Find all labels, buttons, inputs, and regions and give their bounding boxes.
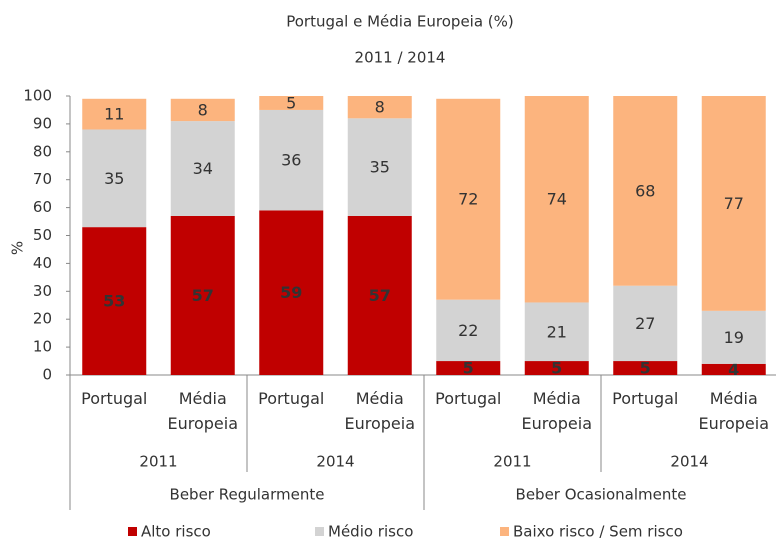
data-label: 53 [103,292,125,311]
legend-label: Médio risco [328,523,413,539]
bar-segment [170,215,235,375]
data-label: 34 [193,159,213,178]
legend-label: Alto risco [141,523,211,539]
data-label: 5 [463,359,474,378]
legend-swatch [500,527,509,536]
group-label: Beber Ocasionalmente [516,486,687,504]
bar-segment [82,129,147,228]
x-tick-label: Média Europeia [698,389,769,433]
data-label: 5 [551,359,562,378]
x-tick-label: Média Europeia [521,389,592,433]
data-label: 68 [635,181,655,200]
bar-segment [524,302,589,362]
bar-segment [347,96,412,119]
data-label: 35 [370,158,390,177]
y-tick-label: 10 [33,338,52,356]
year-label: 2011 [493,453,531,471]
y-tick-label: 40 [33,254,52,272]
bar-segment [170,121,235,216]
legend-swatch [128,527,137,536]
data-label: 57 [192,286,214,305]
bar-segment [701,363,766,375]
bar-segment [259,96,324,110]
y-axis-label: % [9,241,27,255]
bar-segment [170,98,235,122]
data-label: 35 [104,169,124,188]
bar-segment [701,96,766,311]
data-label: 59 [280,283,302,302]
y-tick-label: 100 [23,87,52,105]
y-tick-label: 60 [33,198,52,216]
bar-segment [436,361,501,375]
bar-segment [524,361,589,375]
y-tick-label: 30 [33,282,52,300]
data-label: 8 [198,100,208,119]
bar-segment [82,98,147,130]
data-label: 72 [458,190,478,209]
data-label: 4 [728,360,739,379]
legend-swatch [315,527,324,536]
data-label: 57 [369,286,391,305]
year-label: 2014 [670,453,708,471]
bar-segment [524,96,589,303]
y-tick-label: 0 [42,366,52,384]
x-tick-label: Média Europeia [344,389,415,433]
y-tick-label: 70 [33,170,52,188]
data-label: 36 [281,151,301,170]
group-label: Beber Regularmente [170,486,325,504]
bar-segment [436,299,501,362]
data-label: 22 [458,321,478,340]
bar-segment [436,98,501,300]
data-label: 19 [724,328,744,347]
bar-segment [259,109,324,211]
year-label: 2011 [139,453,177,471]
bar-segment [259,210,324,375]
y-tick-label: 20 [33,310,52,328]
data-label: 11 [104,105,124,124]
bar-segment [347,118,412,216]
legend-label: Baixo risco / Sem risco [513,523,683,539]
x-tick-label: Portugal [612,389,679,408]
data-label: 5 [286,93,296,112]
data-label: 74 [547,190,567,209]
x-tick-label: Portugal [258,389,325,408]
y-tick-label: 90 [33,114,52,132]
data-label: 77 [724,194,744,213]
bar-segment [613,285,678,362]
x-tick-label: Portugal [81,389,148,408]
data-label: 8 [375,98,385,117]
bar-segment [347,215,412,375]
x-tick-label: Portugal [435,389,502,408]
data-label: 21 [547,322,567,341]
bar-segment [613,96,678,286]
data-label: 5 [640,359,651,378]
x-tick-label: Média Europeia [167,389,238,433]
year-label: 2014 [316,453,354,471]
bar-segment [613,361,678,375]
bar-segment [82,227,147,375]
data-label: 27 [635,314,655,333]
y-tick-label: 50 [33,226,52,244]
bar-segment [701,310,766,364]
y-tick-label: 80 [33,142,52,160]
chart-title: Portugal e Média Europeia (%) [286,13,514,31]
chart-subtitle: 2011 / 2014 [355,49,446,67]
